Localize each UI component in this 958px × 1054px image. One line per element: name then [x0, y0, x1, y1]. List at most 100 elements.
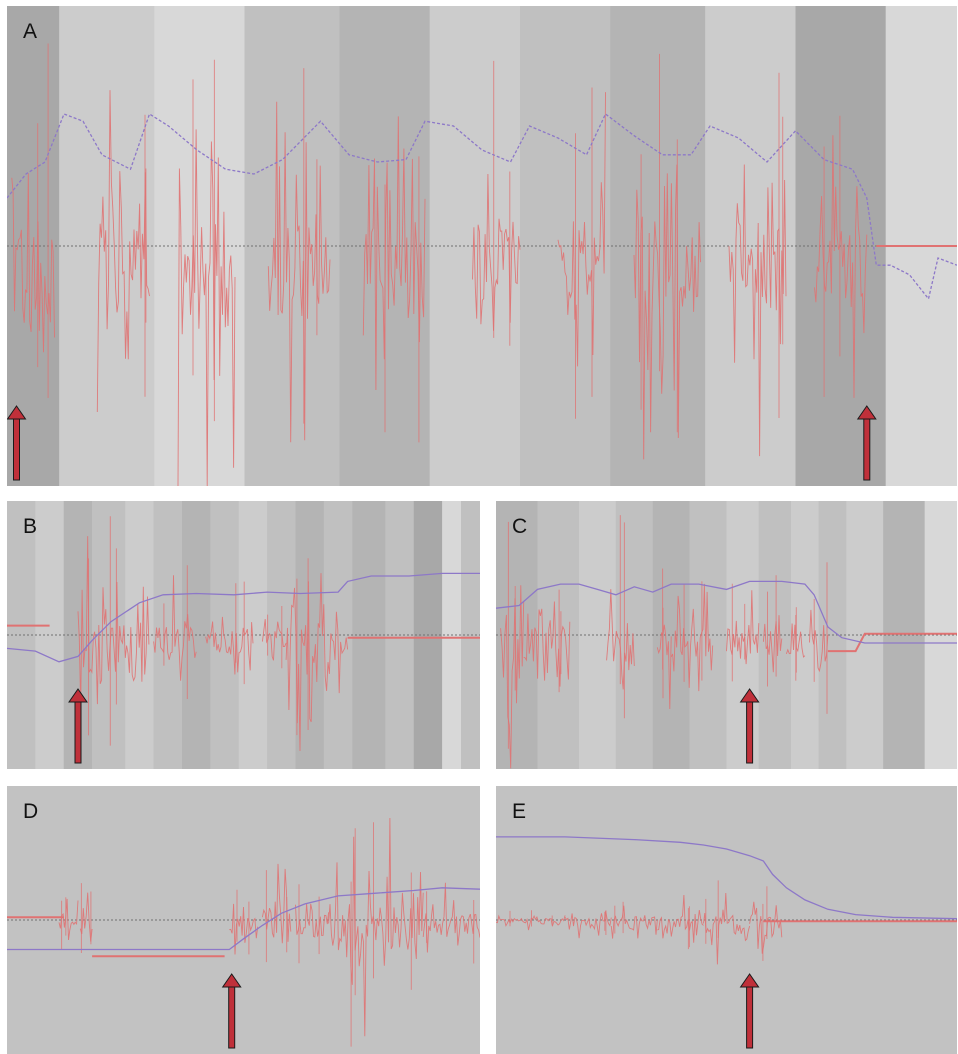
panel-c-burst-6 — [762, 575, 783, 687]
panel-c-burst-0 — [500, 521, 525, 769]
panel-a-arrow-head-0 — [7, 405, 27, 420]
panel-a-arrow-shaft-0 — [13, 417, 20, 481]
panel-c-arrow-head-0 — [739, 688, 760, 703]
panel-b-burst-1-trace — [153, 575, 197, 681]
panel-d-burst-4-trace — [295, 903, 330, 938]
panel-e-burst-4-trace — [703, 892, 751, 965]
panel-label-a: A — [23, 20, 38, 43]
panel-d-burst-6-trace — [422, 882, 480, 953]
panel-a-arrow-shaft-1 — [863, 417, 871, 481]
panel-d-burst-2 — [229, 889, 259, 955]
panel-c-arrow-icon-0 — [739, 688, 760, 764]
panel-d-burst-1 — [79, 883, 93, 953]
panel-b-burst-4-trace — [285, 573, 349, 752]
panel-c-burst-1-trace — [523, 601, 571, 687]
panel-a: A — [7, 6, 957, 486]
panel-b-burst-1 — [153, 565, 197, 699]
panel-b-plot — [7, 501, 480, 769]
panel-a-burst-6-trace — [557, 92, 606, 367]
panel-b-burst-0 — [77, 516, 150, 746]
panel-a-burst-9-trace — [814, 135, 868, 398]
panel-label-b: B — [23, 515, 38, 538]
panel-b-arrow-icon-0 — [68, 688, 88, 764]
panel-c-plot — [496, 501, 957, 769]
panel-e-burst-3 — [657, 894, 704, 950]
panel-e-burst-5-trace — [749, 901, 783, 954]
panel-d-burst-1-trace — [79, 892, 93, 942]
panel-e-burst-0 — [496, 910, 566, 931]
panel-e-burst-0-trace — [496, 914, 566, 931]
panel-a-burst-5 — [472, 60, 521, 346]
panel-d-burst-3 — [261, 863, 292, 963]
panel-c-burst-7 — [785, 607, 806, 681]
panel-e-burst-3-trace — [657, 894, 704, 943]
panel-a-plot — [7, 6, 957, 486]
panel-a-burst-7 — [633, 53, 701, 460]
panel-a-burst-4 — [362, 116, 426, 443]
panel-c: C — [496, 501, 957, 769]
panel-a-arrow-icon-0 — [7, 405, 27, 481]
panel-c-burst-0-trace — [500, 585, 525, 769]
panel-e-burst-2-trace — [610, 905, 658, 939]
panel-c-burst-4-trace — [670, 583, 714, 692]
panel-d-arrow-head-0 — [221, 973, 242, 988]
panel-a-arrow-head-1 — [856, 405, 877, 420]
panel-a-burst-0-trace — [11, 173, 55, 353]
panel-a-burst-1-trace — [96, 90, 150, 413]
panel-e-burst-1-trace — [564, 910, 612, 939]
panel-a-burst-2 — [177, 59, 236, 486]
panel-c-arrow-shaft-0 — [746, 700, 754, 764]
panel-b-arrow-head-0 — [68, 688, 88, 703]
panel-d-arrow-shaft-0 — [228, 985, 236, 1049]
panel-a-stripe-8 — [705, 6, 796, 486]
panel-a-burst-3-trace — [267, 101, 331, 443]
panel-b-burst-0-trace — [77, 536, 150, 709]
panel-a-stripe-7 — [610, 6, 706, 486]
panel-b: B — [7, 501, 480, 769]
panel-c-burst-5 — [726, 583, 760, 682]
panel-d-burst-6 — [422, 882, 480, 964]
panel-d-burst-3-trace — [261, 863, 292, 944]
panel-c-burst-3 — [656, 568, 672, 710]
panel-d-burst-5-trace — [328, 817, 424, 1037]
panel-a-burst-1 — [96, 90, 150, 413]
panel-c-burst-2 — [606, 515, 635, 719]
panel-b-burst-3 — [261, 606, 287, 669]
panel-c-stripe-3 — [615, 501, 653, 769]
panel-e-burst-5 — [749, 886, 783, 961]
panel-c-burst-3-trace — [656, 624, 672, 710]
panel-a-burst-5-trace — [472, 173, 521, 331]
panel-d: D — [7, 786, 480, 1054]
panel-b-arrow-shaft-0 — [74, 700, 82, 764]
panel-e-arrow-head-0 — [739, 973, 760, 988]
panel-c-burst-4 — [670, 581, 714, 692]
panel-b-burst-2 — [205, 581, 254, 685]
panel-label-d: D — [23, 800, 39, 823]
panel-a-burst-9 — [814, 115, 868, 398]
panel-b-burst-4 — [285, 558, 349, 752]
panel-label-e: E — [512, 800, 527, 823]
panel-c-burst-6-trace — [762, 615, 783, 673]
panel-d-burst-5 — [328, 817, 424, 1047]
panel-d-plot — [7, 817, 480, 1049]
panel-a-burst-3 — [267, 68, 331, 443]
panel-d-burst-0 — [58, 897, 79, 950]
panel-label-c: C — [512, 515, 528, 538]
panel-a-burst-8 — [728, 72, 787, 457]
panel-a-burst-6 — [557, 87, 606, 419]
panel-e-burst-4 — [703, 880, 751, 965]
panel-d-burst-0-trace — [58, 898, 79, 941]
panel-d-arrow-icon-0 — [221, 973, 242, 1049]
panel-d-trend-line — [7, 887, 480, 951]
panel-b-burst-2-trace — [205, 616, 254, 675]
panel-e-burst-2 — [610, 901, 658, 939]
panel-e: E — [496, 786, 957, 1054]
panel-e-burst-1 — [564, 910, 612, 939]
panel-e-trend-line — [496, 836, 957, 920]
panel-c-burst-1 — [523, 589, 571, 693]
panel-a-burst-4-trace — [362, 116, 426, 391]
panel-c-trend-line — [496, 580, 957, 644]
panel-c-burst-8-trace — [809, 609, 829, 673]
panel-a-burst-7-trace — [633, 164, 701, 460]
panel-a-burst-8-trace — [728, 164, 787, 457]
